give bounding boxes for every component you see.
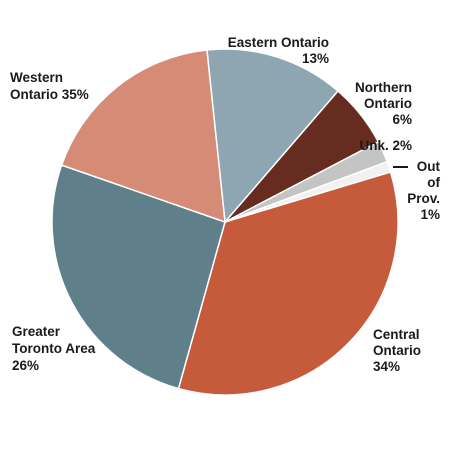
pie-slice-5 bbox=[51, 164, 226, 390]
slice-label-3-line-1: of bbox=[427, 175, 440, 190]
slice-label-5: Greater Toronto Area 26% bbox=[12, 324, 96, 373]
slice-label-5-line-2: 26% bbox=[12, 358, 39, 373]
pie-slice-6 bbox=[60, 49, 226, 224]
slice-label-5-line-0: Greater bbox=[12, 324, 61, 339]
slice-label-1-line-2: 6% bbox=[392, 112, 412, 127]
slice-label-1-line-1: Ontario bbox=[364, 96, 412, 111]
slice-label-0: Eastern Ontario 13% bbox=[228, 35, 329, 66]
slice-label-1-line-0: Northern bbox=[355, 80, 412, 95]
slice-label-4: Central Ontario 34% bbox=[373, 327, 421, 374]
slice-label-1: Northern Ontario 6% bbox=[355, 80, 412, 127]
slice-label-0-line-1: 13% bbox=[302, 51, 329, 66]
pie-slices bbox=[51, 48, 399, 396]
slice-label-0-line-0: Eastern Ontario bbox=[228, 35, 329, 50]
slice-label-6: Western Ontario 35% bbox=[10, 70, 89, 102]
slice-label-6-line-0: Western bbox=[10, 70, 63, 85]
slice-label-6-line-1: Ontario 35% bbox=[10, 87, 89, 102]
pie-slice-4 bbox=[177, 171, 399, 396]
slice-label-5-line-1: Toronto Area bbox=[12, 341, 96, 356]
slice-label-4-line-0: Central bbox=[373, 327, 420, 342]
slice-label-2: Unk. 2% bbox=[359, 138, 412, 153]
slice-label-4-line-1: Ontario bbox=[373, 343, 421, 358]
slice-label-3-line-0: Out bbox=[417, 159, 441, 174]
pie-slice-0 bbox=[206, 48, 340, 224]
slice-label-3-line-3: 1% bbox=[420, 207, 440, 222]
slice-label-3-line-2: Prov. bbox=[407, 191, 440, 206]
slice-label-4-line-2: 34% bbox=[373, 359, 400, 374]
slice-label-2-line-0: Unk. 2% bbox=[359, 138, 412, 153]
slice-label-3: Out of Prov. 1% bbox=[407, 159, 440, 222]
